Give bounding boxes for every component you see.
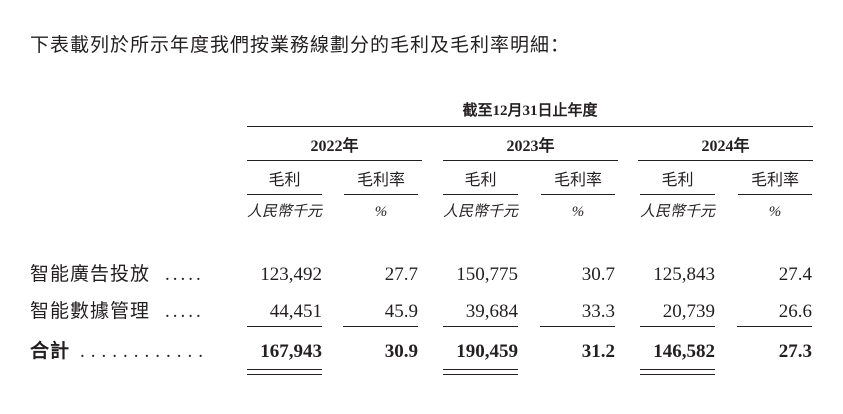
unit: %	[571, 204, 585, 220]
rule	[247, 160, 422, 161]
rule	[443, 326, 518, 327]
cell: 27.7	[384, 264, 418, 285]
row-label: 智能數據管理	[30, 301, 151, 322]
cell: 31.2	[581, 341, 615, 362]
unit: 人民幣千元	[442, 204, 518, 220]
rule	[541, 194, 615, 195]
rule	[344, 194, 418, 195]
cell: 167,943	[260, 341, 322, 362]
cell: 45.9	[384, 301, 418, 322]
rule	[640, 374, 715, 375]
year-header: 2024年	[701, 138, 750, 155]
rule	[443, 369, 518, 370]
cell: 20,739	[662, 301, 715, 322]
unit: 人民幣千元	[246, 204, 322, 220]
rule	[640, 369, 715, 370]
rule	[247, 326, 322, 327]
rule	[443, 374, 518, 375]
unit: 人民幣千元	[639, 204, 715, 220]
cell: 125,843	[653, 264, 715, 285]
row-label: 合計	[30, 341, 71, 362]
rule	[638, 160, 813, 161]
unit: %	[374, 204, 388, 220]
rule	[343, 326, 418, 327]
cell: 27.3	[778, 341, 812, 362]
column-header: 毛利	[661, 172, 694, 189]
column-header: 毛利率	[356, 172, 405, 189]
rule	[247, 369, 322, 370]
rule	[247, 126, 813, 127]
period-header: 截至12月31日止年度	[462, 103, 598, 119]
rule	[443, 194, 518, 195]
rule	[640, 194, 715, 195]
rule	[640, 326, 715, 327]
cell: 30.7	[581, 264, 615, 285]
cell: 146,582	[653, 341, 715, 362]
cell: 33.3	[581, 301, 615, 322]
rule	[247, 374, 322, 375]
cell: 39,684	[465, 301, 518, 322]
year-header: 2023年	[506, 138, 555, 155]
rule	[247, 194, 322, 195]
column-header: 毛利	[464, 172, 497, 189]
leader: ............	[80, 341, 209, 362]
cell: 123,492	[260, 264, 322, 285]
row-label: 智能廣告投放	[30, 264, 151, 285]
cell: 30.9	[384, 341, 418, 362]
rule	[540, 326, 615, 327]
cell: 44,451	[269, 301, 322, 322]
column-header: 毛利率	[750, 172, 799, 189]
column-header: 毛利率	[553, 172, 602, 189]
rule	[738, 194, 812, 195]
year-header: 2022年	[310, 138, 359, 155]
rule	[443, 160, 618, 161]
cell: 27.4	[778, 264, 812, 285]
unit: %	[768, 204, 782, 220]
column-header: 毛利	[268, 172, 301, 189]
cell: 150,775	[456, 264, 518, 285]
leader: .....	[165, 301, 204, 322]
intro: 下表載列於所示年度我們按業務線劃分的毛利及毛利率明細：	[30, 35, 571, 56]
rule	[737, 326, 812, 327]
cell: 26.6	[778, 301, 812, 322]
cell: 190,459	[456, 341, 518, 362]
leader: .....	[165, 264, 204, 285]
